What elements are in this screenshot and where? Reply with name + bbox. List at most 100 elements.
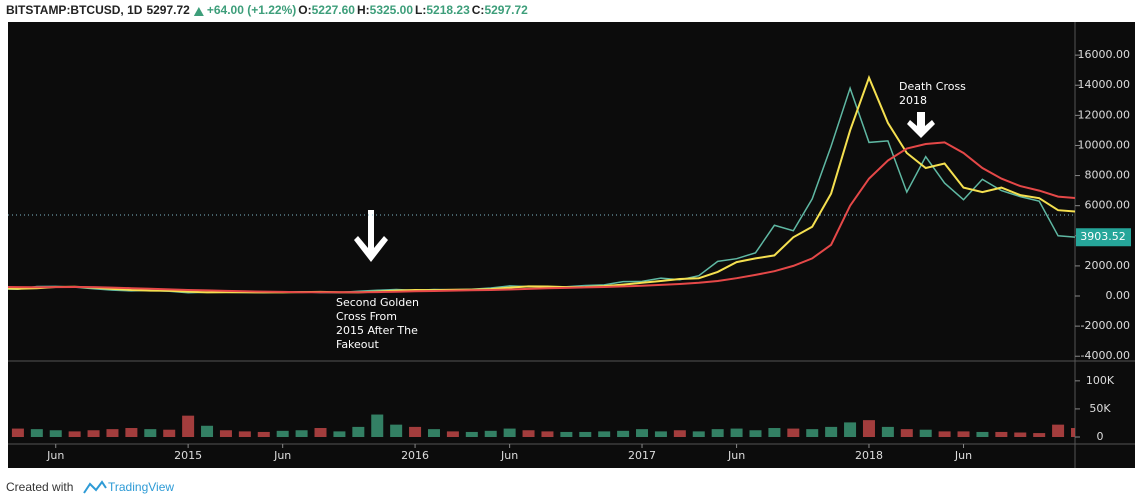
volume-bar [409, 426, 422, 437]
header: BITSTAMP:BTCUSD, 1D 5297.72 +64.00 (+1.22%… [6, 3, 528, 17]
volume-bar [976, 431, 989, 437]
volume-bar [806, 429, 819, 437]
header-text: BITSTAMP:BTCUSD, 1D [6, 3, 143, 17]
volume-bar [503, 428, 516, 437]
series-line [8, 141, 1075, 294]
volume-bar [919, 429, 932, 437]
volume-bar [881, 426, 894, 437]
header-text: 5325.00 [370, 3, 414, 17]
price-label-box [1076, 228, 1131, 247]
volume-bar [673, 430, 686, 437]
volume-bar [11, 428, 24, 437]
volume-bar [844, 422, 857, 437]
series-line [8, 74, 1075, 294]
x-tick-label: 2017 [628, 449, 656, 462]
volume-bar [49, 430, 62, 437]
volume-bar [219, 430, 232, 437]
volume-bar [768, 428, 781, 437]
chart-pane [8, 22, 1135, 468]
y-tick-label: 2000.00 [1085, 259, 1131, 272]
annotation: Cross From [336, 310, 397, 323]
volume-bar [692, 431, 705, 437]
header-text: 5227.60 [312, 3, 356, 17]
volume-bar [257, 431, 270, 437]
volume-bar [749, 430, 762, 437]
up-triangle [193, 7, 204, 16]
header-text: +64.00 (+1.22%) [207, 3, 296, 17]
annotation: Second Golden [336, 296, 419, 309]
volume-bar [352, 426, 365, 437]
plot [8, 74, 1075, 437]
volume-bar [1033, 433, 1046, 437]
volume-bar [465, 431, 478, 437]
header-text: H: [357, 3, 370, 17]
volume-bar [314, 428, 327, 437]
volume-bar [201, 425, 214, 437]
volume-bar [730, 428, 743, 437]
volume-tick-label: 100K [1086, 374, 1115, 387]
y-tick-label: 16000.00 [1078, 48, 1131, 61]
footer-brand: TradingView [108, 480, 174, 494]
volume-bar [30, 429, 43, 437]
header-text: 5297.72 [484, 3, 528, 17]
volume-bar [617, 430, 630, 437]
annotation: 2015 After The [336, 324, 418, 337]
volume-bar [900, 429, 913, 437]
tv-logo [83, 480, 107, 494]
volume-tick-label: 0 [1097, 430, 1104, 443]
volume-bar [787, 428, 800, 437]
volume-bar [560, 431, 573, 437]
annotation: Fakeout [336, 338, 380, 351]
arrow-golden [354, 210, 388, 262]
volume-bar [446, 431, 459, 437]
y-tick-label: -4000.00 [1081, 349, 1130, 362]
volume-bar [371, 414, 384, 437]
header-text: L: [415, 3, 426, 17]
x-tick-label: 2016 [401, 449, 429, 462]
volume-bar [1052, 424, 1065, 437]
volume-bar [125, 428, 138, 437]
volume-bar [87, 430, 100, 437]
volume-bar [1071, 428, 1075, 437]
volume-bar [68, 431, 81, 437]
y-tick-label: 14000.00 [1078, 78, 1131, 91]
volume-bar [144, 429, 157, 437]
x-tick-label: 2015 [174, 449, 202, 462]
header-text: 5218.23 [426, 3, 470, 17]
volume-bar [427, 429, 440, 437]
volume-bar [276, 430, 289, 437]
volume-bar [390, 424, 403, 437]
header-text: O: [298, 3, 311, 17]
volume-tick-label: 50K [1089, 402, 1111, 415]
y-tick-label: 8000.00 [1085, 169, 1131, 182]
x-tick-label: Jun [500, 449, 518, 462]
volume-bar [938, 431, 951, 437]
y-tick-label: 6000.00 [1085, 199, 1131, 212]
volume-bar [636, 429, 649, 437]
annotation: Death Cross [899, 80, 966, 93]
annotation: 2018 [899, 94, 927, 107]
volume-bar [862, 420, 875, 437]
volume-bar [295, 430, 308, 437]
volume-bar [522, 430, 535, 437]
volume-bar [484, 430, 497, 437]
volume-bar [579, 431, 592, 437]
x-tick-label: Jun [954, 449, 972, 462]
volume-bar [163, 429, 176, 437]
y-tick-label: -2000.00 [1081, 319, 1130, 332]
volume-bar [238, 431, 251, 437]
volume-bar [654, 431, 667, 437]
volume-bar [995, 431, 1008, 437]
volume-bar [598, 431, 611, 437]
arrow-death [907, 112, 935, 138]
volume-bar [106, 429, 119, 437]
x-tick-label: Jun [46, 449, 64, 462]
header-text: C: [472, 3, 485, 17]
volume-bar [182, 415, 195, 437]
header-text: 5297.72 [146, 3, 190, 17]
y-tick-label: 10000.00 [1078, 138, 1131, 151]
x-tick-label: Jun [273, 449, 291, 462]
volume-bar [825, 426, 838, 437]
volume-bar [711, 429, 724, 437]
